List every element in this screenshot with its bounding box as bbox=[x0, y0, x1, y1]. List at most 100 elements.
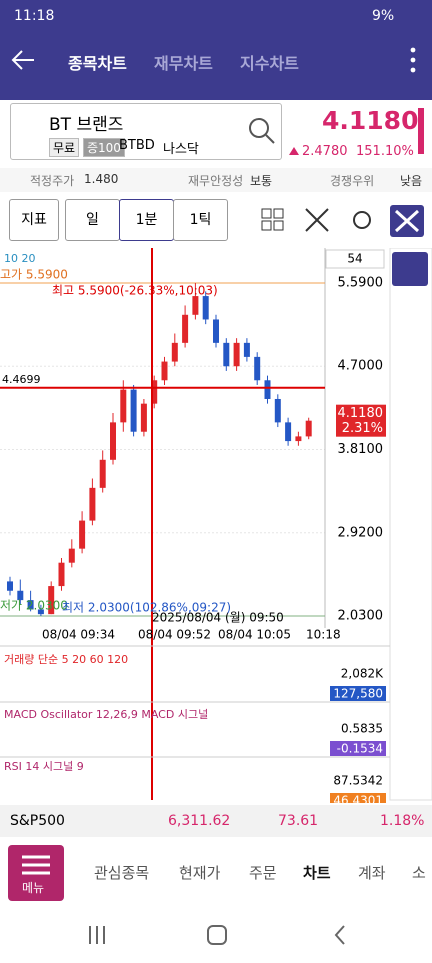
index-value: 6,311.62 bbox=[168, 813, 231, 829]
annotation: 최저 2.0300(102.86%,09:27) bbox=[62, 601, 231, 615]
indicator-value: 87.5342 bbox=[333, 774, 383, 788]
tab[interactable]: 재무차트 bbox=[154, 54, 213, 73]
toolbar-icons[interactable] bbox=[258, 205, 428, 237]
indicator-box bbox=[330, 741, 386, 756]
y-tick-label: 2.0300 bbox=[338, 609, 384, 624]
nav-tab[interactable]: 계좌 bbox=[358, 864, 386, 882]
candle-body bbox=[110, 422, 116, 460]
y-tick-label: 5.5900 bbox=[338, 275, 384, 290]
candle-body bbox=[37, 609, 44, 615]
y-tick-label: 3.8100 bbox=[338, 442, 384, 457]
candle-body bbox=[27, 600, 34, 610]
candle-body bbox=[192, 296, 199, 315]
badge: 무료 bbox=[49, 138, 80, 157]
last-price: 4.1180 bbox=[338, 406, 384, 421]
indicator-box bbox=[330, 793, 386, 803]
indicator-title: 거래량 단순 5 20 60 120 bbox=[4, 653, 128, 666]
label: 재무안정성 bbox=[188, 174, 244, 188]
menu-button[interactable]: 메뉴 bbox=[8, 845, 64, 901]
back-button[interactable] bbox=[10, 48, 36, 72]
search-icon[interactable] bbox=[247, 116, 277, 146]
value: 낮음 bbox=[400, 174, 423, 188]
value: 1.480 bbox=[84, 172, 119, 186]
badge: 증100 bbox=[83, 138, 125, 157]
ticker: BTBD bbox=[119, 138, 155, 153]
indicator-value: 0.5835 bbox=[341, 722, 383, 736]
indicator-value: 46.4301 bbox=[333, 794, 383, 804]
candle-body bbox=[99, 459, 106, 488]
menu-icon bbox=[22, 855, 50, 875]
label: 적정주가 bbox=[30, 174, 75, 188]
toolbar-button[interactable]: 지표 bbox=[9, 199, 59, 241]
nav-tab[interactable]: 소 bbox=[412, 864, 426, 882]
nav-tab[interactable]: 현재가 bbox=[179, 864, 221, 882]
battery: 9% bbox=[372, 8, 395, 24]
x-tick-label: 08/04 09:52 bbox=[138, 628, 211, 642]
candle-body bbox=[254, 356, 261, 381]
index-change-pct: 1.18% bbox=[380, 813, 425, 829]
candle-body bbox=[7, 581, 13, 591]
tab[interactable]: 종목차트 bbox=[68, 54, 127, 73]
candle-body bbox=[151, 380, 158, 404]
index-change: 73.61 bbox=[278, 813, 319, 829]
toolbar-button[interactable]: 1분 bbox=[119, 199, 174, 241]
candle-body bbox=[223, 342, 230, 367]
x-tick-label: 08/04 09:34 bbox=[42, 628, 115, 642]
nav-tab[interactable]: 주문 bbox=[249, 864, 277, 882]
menu-label: 메뉴 bbox=[22, 881, 45, 895]
candle-body bbox=[243, 342, 250, 357]
indicator-box bbox=[330, 686, 386, 701]
price-change-pct: 151.10% bbox=[356, 144, 414, 159]
count-box bbox=[325, 249, 385, 269]
exchange: 나스닥 bbox=[163, 142, 199, 157]
indicator-value: 2,082K bbox=[341, 667, 384, 681]
candle-body bbox=[17, 590, 24, 601]
y-tick-label: 4.7000 bbox=[338, 359, 384, 374]
current-price: 4.1180 bbox=[322, 106, 419, 135]
candle-body bbox=[89, 487, 96, 521]
tab[interactable]: 지수차트 bbox=[240, 54, 299, 73]
x-tick-label: 10:18 bbox=[306, 628, 341, 642]
more-menu[interactable] bbox=[408, 46, 418, 74]
indicator-value: 127,580 bbox=[333, 687, 383, 701]
candle-body bbox=[285, 422, 292, 442]
stock-name: BT 브랜즈 bbox=[49, 115, 124, 135]
index-bar: S&P500 6,311.62 73.61 1.18% bbox=[0, 805, 432, 837]
candle-body bbox=[171, 342, 178, 362]
candle-body bbox=[140, 403, 147, 432]
side-toolbar[interactable] bbox=[389, 248, 432, 801]
candle-body bbox=[264, 380, 271, 399]
nav-tab[interactable]: 차트 bbox=[303, 864, 331, 882]
candle-body bbox=[130, 389, 137, 432]
toolbar-button[interactable]: 1틱 bbox=[173, 199, 228, 241]
last-change: 2.31% bbox=[342, 421, 383, 436]
candle-body bbox=[161, 361, 168, 381]
indicator-title: RSI 14 시그널 9 bbox=[4, 760, 84, 773]
index-name: S&P500 bbox=[10, 813, 65, 829]
candle-body bbox=[202, 296, 209, 320]
toolbar-button[interactable]: 일 bbox=[65, 199, 120, 241]
annotation: 고가 5.5900 bbox=[0, 268, 68, 282]
candle-body bbox=[79, 520, 86, 549]
header: 11:18 9% 종목차트 재무차트 지수차트 bbox=[0, 0, 432, 100]
last-price-box bbox=[336, 404, 386, 437]
up-arrow bbox=[289, 147, 299, 155]
crosshair-time: 2025/08/04 (월) 09:50 bbox=[152, 611, 284, 625]
save-icon[interactable] bbox=[392, 252, 428, 286]
legend: 10 20 bbox=[4, 252, 36, 265]
nav-tab[interactable]: 관심종목 bbox=[94, 864, 150, 882]
candle-body bbox=[48, 586, 55, 615]
price-change: 2.4780 bbox=[302, 144, 348, 159]
price-bar bbox=[418, 108, 424, 154]
count: 54 bbox=[347, 252, 362, 266]
stock-search[interactable]: BT 브랜즈 무료 증100 BTBD 나스닥 bbox=[10, 103, 282, 160]
y-tick-label: 2.9200 bbox=[338, 525, 384, 540]
chart: 54 10 20 5.5900 4.7000 3.8100 2.9200 2.0300 4… bbox=[0, 248, 432, 803]
candle-body bbox=[295, 436, 302, 442]
annotation: 최고 5.5900(-26.33%,10:03) bbox=[52, 284, 218, 298]
candle-body bbox=[305, 420, 312, 437]
label: 경쟁우위 bbox=[330, 174, 375, 188]
status-time: 11:18 bbox=[14, 8, 55, 24]
crosshair-label: 4.4699 bbox=[2, 373, 41, 386]
